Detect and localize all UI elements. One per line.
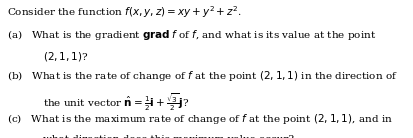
Text: what direction does this maximum value occur?: what direction does this maximum value o… <box>43 135 294 138</box>
Text: Consider the function $f(x, y, z) = xy + y^2 + z^2$.: Consider the function $f(x, y, z) = xy +… <box>7 4 242 20</box>
Text: the unit vector $\hat{\mathbf{n}} = \frac{1}{2}\mathbf{i} + \frac{\sqrt{3}}{2}\m: the unit vector $\hat{\mathbf{n}} = \fra… <box>43 92 190 113</box>
Text: $(2, 1, 1)$?: $(2, 1, 1)$? <box>43 50 89 63</box>
Text: (b)   What is the rate of change of $f$ at the point $(2, 1, 1)$ in the directio: (b) What is the rate of change of $f$ at… <box>7 69 398 83</box>
Text: (a)   What is the gradient $\mathbf{grad}\,f$ of $f$, and what is its value at t: (a) What is the gradient $\mathbf{grad}\… <box>7 28 377 42</box>
Text: (c)   What is the maximum rate of change of $f$ at the point $(2, 1, 1)$, and in: (c) What is the maximum rate of change o… <box>7 112 393 126</box>
